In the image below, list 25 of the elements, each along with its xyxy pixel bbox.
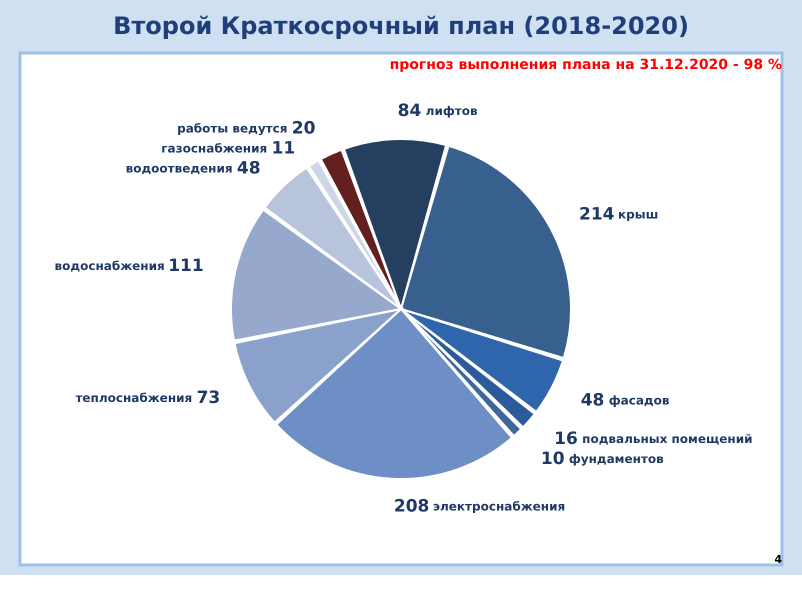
- slice-label: работы ведутся: [177, 122, 288, 136]
- data-label: 208: [394, 496, 430, 517]
- data-label: 84: [398, 101, 422, 122]
- slice-label: фундаментов: [568, 452, 664, 466]
- slice-label: водоотведения: [126, 162, 233, 176]
- data-label: 48: [580, 390, 604, 410]
- data-label: 73: [196, 388, 220, 408]
- chart-title: Второй Краткосрочный план (2018-2020): [113, 12, 689, 40]
- slice-label: газоснабжения: [161, 142, 268, 156]
- slice-label: фасадов: [608, 393, 670, 408]
- slice-label: теплоснабжения: [75, 391, 192, 406]
- text: прогноз выполнения плана на 31.12.2020 - 98 %: [390, 57, 782, 73]
- text: 4: [774, 553, 782, 566]
- data-label: 10: [540, 449, 565, 470]
- slice-label: подвальных помещений: [582, 432, 753, 446]
- data-label: 16: [554, 429, 578, 450]
- slice-label: электроснабжения: [432, 500, 566, 514]
- data-label: 11: [272, 138, 296, 159]
- slice-label: водоснабжения: [54, 259, 165, 274]
- data-label: 214: [579, 204, 615, 225]
- slice-label: лифтов: [426, 104, 478, 118]
- slice-label: крыш: [618, 208, 658, 222]
- data-label: 111: [168, 256, 204, 276]
- data-label: 48: [236, 158, 261, 179]
- data-label: 20: [292, 118, 316, 139]
